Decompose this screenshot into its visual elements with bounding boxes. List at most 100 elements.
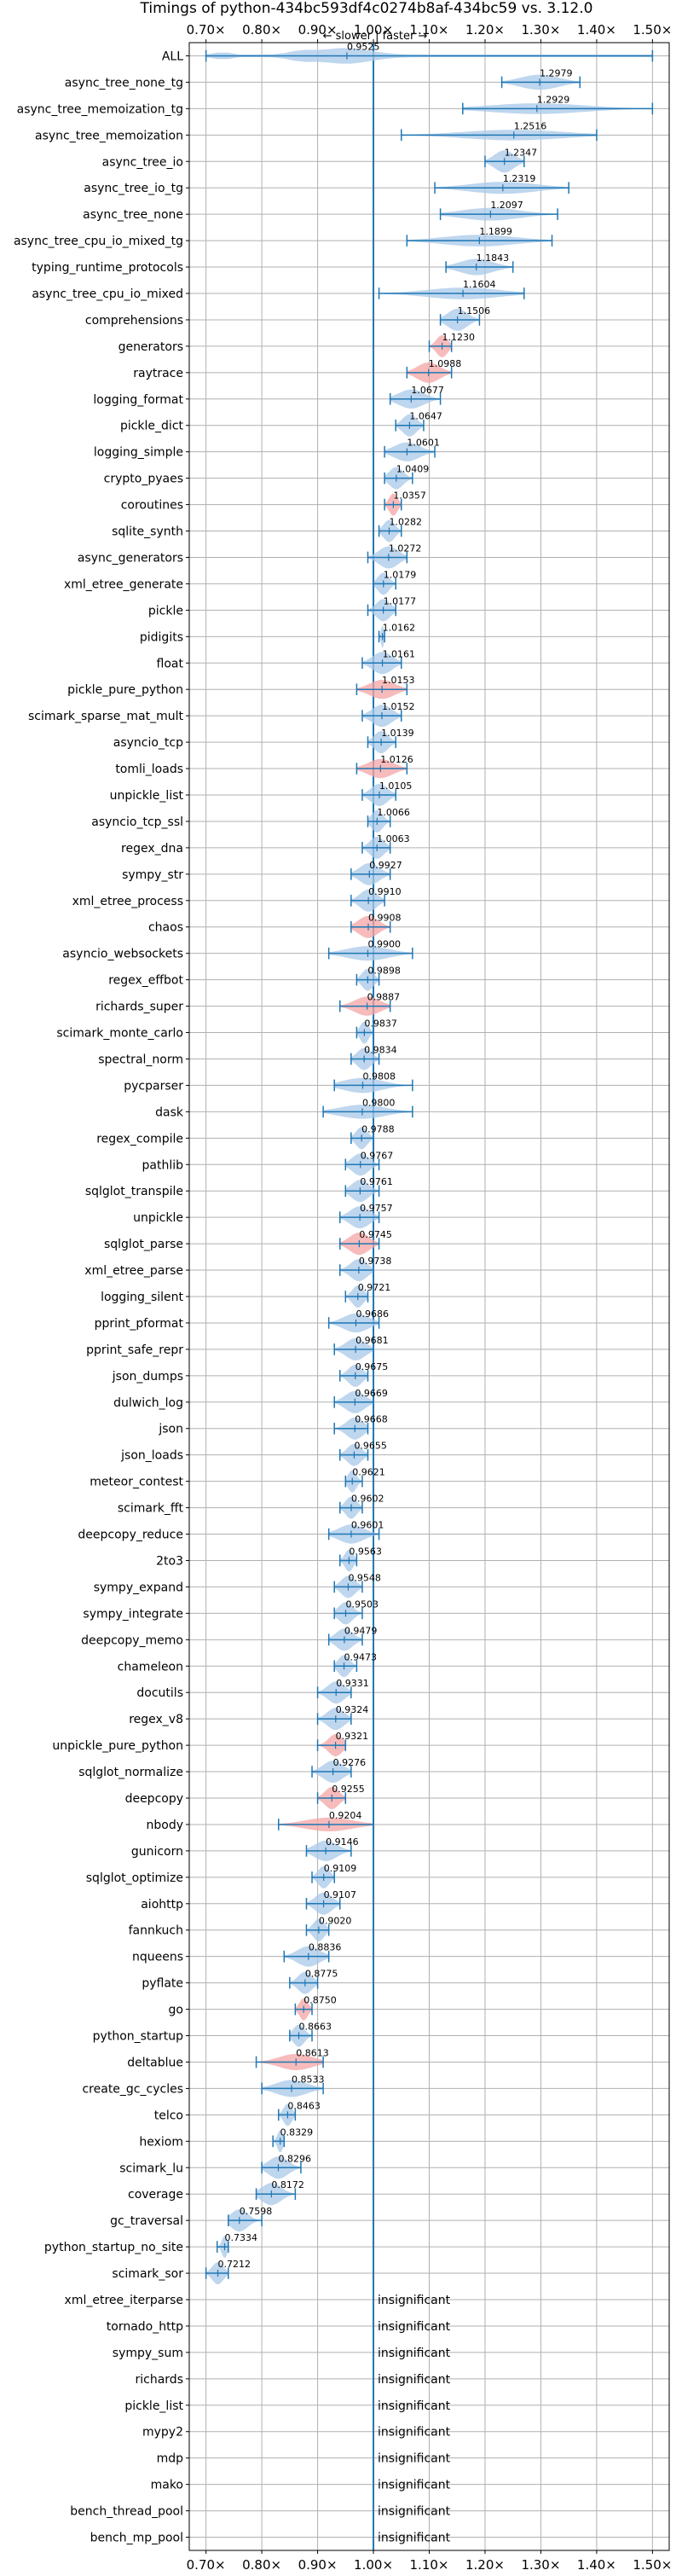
value-label: 1.2516	[514, 120, 547, 131]
insignificant-label: insignificant	[378, 2505, 451, 2519]
row-label: pprint_pformat	[95, 1317, 184, 1331]
row-label: asyncio_websockets	[62, 948, 183, 961]
value-label: 0.9757	[360, 1203, 393, 1214]
value-label: 1.1230	[442, 332, 476, 343]
value-label: 0.9602	[351, 1494, 384, 1505]
direction-label: ← slower | faster →	[323, 30, 428, 43]
row-label: sympy_expand	[94, 1581, 183, 1594]
row-label: pathlib	[142, 1158, 184, 1172]
value-label: 1.1604	[463, 279, 496, 290]
value-label: 1.0152	[382, 701, 415, 712]
row-label: scimark_monte_carlo	[56, 1027, 183, 1041]
value-label: 0.9898	[367, 966, 401, 977]
row-label: unpickle_pure_python	[52, 1739, 183, 1753]
tick-label-bottom: 0.70×	[187, 2557, 226, 2573]
chart-title: Timings of python-434bc593df4c0274b8af-4…	[140, 0, 593, 17]
row-label: regex_compile	[96, 1132, 183, 1146]
row-label: sympy_sum	[113, 2347, 183, 2360]
tick-label-top: 0.70×	[187, 22, 226, 38]
value-label: 0.8836	[309, 1942, 342, 1953]
row-label: pickle	[148, 604, 183, 618]
row-label: async_tree_none	[83, 208, 183, 222]
row-label: gc_traversal	[110, 2214, 183, 2228]
value-label: 0.9808	[362, 1070, 396, 1082]
row-label: async_generators	[78, 551, 183, 565]
row-label: sqlglot_parse	[104, 1238, 183, 1251]
row-label: mdp	[157, 2452, 184, 2466]
row-label: pickle_dict	[120, 420, 184, 433]
value-label: 0.9321	[336, 1731, 369, 1742]
row-label: telco	[154, 2109, 183, 2122]
row-label: sqlglot_transpile	[85, 1185, 183, 1198]
tick-label-top: 1.00×	[354, 22, 393, 38]
value-label: 0.9503	[345, 1598, 379, 1610]
row-label: scimark_sor	[112, 2267, 183, 2281]
value-label: 1.1899	[479, 226, 512, 237]
insignificant-label: insignificant	[378, 2320, 451, 2334]
value-label: 0.9927	[369, 860, 402, 871]
value-label: 0.9473	[344, 1651, 378, 1662]
row-label: go	[169, 2004, 183, 2017]
value-label: 0.9887	[367, 992, 401, 1003]
value-label: 1.0988	[429, 358, 462, 369]
insignificant-label: insignificant	[378, 2479, 451, 2492]
value-label: 0.9681	[355, 1335, 389, 1346]
grid-layer	[186, 39, 669, 2554]
value-label: 0.8663	[299, 2022, 332, 2033]
tick-label-bottom: 1.10×	[410, 2557, 449, 2573]
insignificant-label: insignificant	[378, 2532, 451, 2545]
value-label: 0.8775	[305, 1969, 338, 1980]
insignificant-label: insignificant	[378, 2373, 451, 2387]
row-label: async_tree_io	[102, 155, 183, 169]
row-label: docutils	[136, 1686, 183, 1700]
value-label: 0.9767	[361, 1150, 394, 1161]
row-label: gunicorn	[131, 1845, 183, 1859]
row-label: fannkuch	[129, 1924, 183, 1938]
insignificant-label: insignificant	[378, 2452, 451, 2466]
tick-label-top: 0.80×	[242, 22, 281, 38]
row-label: scimark_sparse_mat_mult	[28, 710, 183, 723]
value-label: 1.2979	[540, 67, 573, 78]
value-label: 0.9324	[336, 1704, 369, 1715]
value-label: 1.0105	[379, 780, 413, 792]
row-label: float	[157, 657, 184, 670]
value-label: 1.1506	[458, 305, 491, 316]
value-label: 1.0282	[389, 517, 422, 528]
row-label: xml_etree_process	[72, 895, 183, 908]
value-label: 0.9908	[368, 913, 402, 924]
value-label: 0.9020	[319, 1916, 352, 1927]
value-label: 1.0272	[389, 542, 422, 554]
row-label: sqlglot_optimize	[86, 1871, 183, 1885]
value-label: 1.0647	[409, 411, 442, 422]
value-label: 0.9745	[359, 1229, 392, 1240]
row-label: pyflate	[142, 1977, 183, 1991]
row-label: python_startup_no_site	[44, 2241, 183, 2254]
row-label: pprint_safe_repr	[86, 1343, 183, 1357]
row-label: generators	[118, 340, 183, 354]
row-label: regex_dna	[121, 842, 183, 856]
row-label: regex_v8	[129, 1713, 183, 1726]
row-label: coverage	[128, 2188, 183, 2202]
value-label: 0.9621	[352, 1467, 385, 1478]
row-label: sympy_str	[122, 868, 183, 882]
row-label: chaos	[148, 921, 183, 935]
row-label: pickle_pure_python	[67, 683, 183, 697]
row-label: sqlglot_normalize	[78, 1766, 183, 1779]
row-label: mako	[151, 2479, 183, 2492]
row-label: xml_etree_generate	[64, 577, 183, 591]
tick-label-bottom: 1.30×	[521, 2557, 560, 2573]
value-label: 0.7334	[225, 2232, 258, 2243]
row-label: pickle_list	[124, 2399, 183, 2413]
tick-label-bottom: 1.00×	[354, 2557, 393, 2573]
row-label: sqlite_synth	[112, 525, 183, 539]
row-label: async_tree_cpu_io_mixed	[32, 287, 183, 301]
value-label: 1.0066	[377, 807, 410, 818]
value-label: 0.9525	[347, 41, 380, 52]
row-label: meteor_contest	[90, 1476, 183, 1489]
value-label: 0.9800	[362, 1097, 396, 1108]
row-label: create_gc_cycles	[82, 2082, 183, 2096]
value-label: 1.1843	[477, 252, 510, 264]
value-label: 1.2347	[505, 147, 538, 158]
insignificant-label: insignificant	[378, 2399, 451, 2413]
value-label: 0.8329	[280, 2126, 314, 2138]
